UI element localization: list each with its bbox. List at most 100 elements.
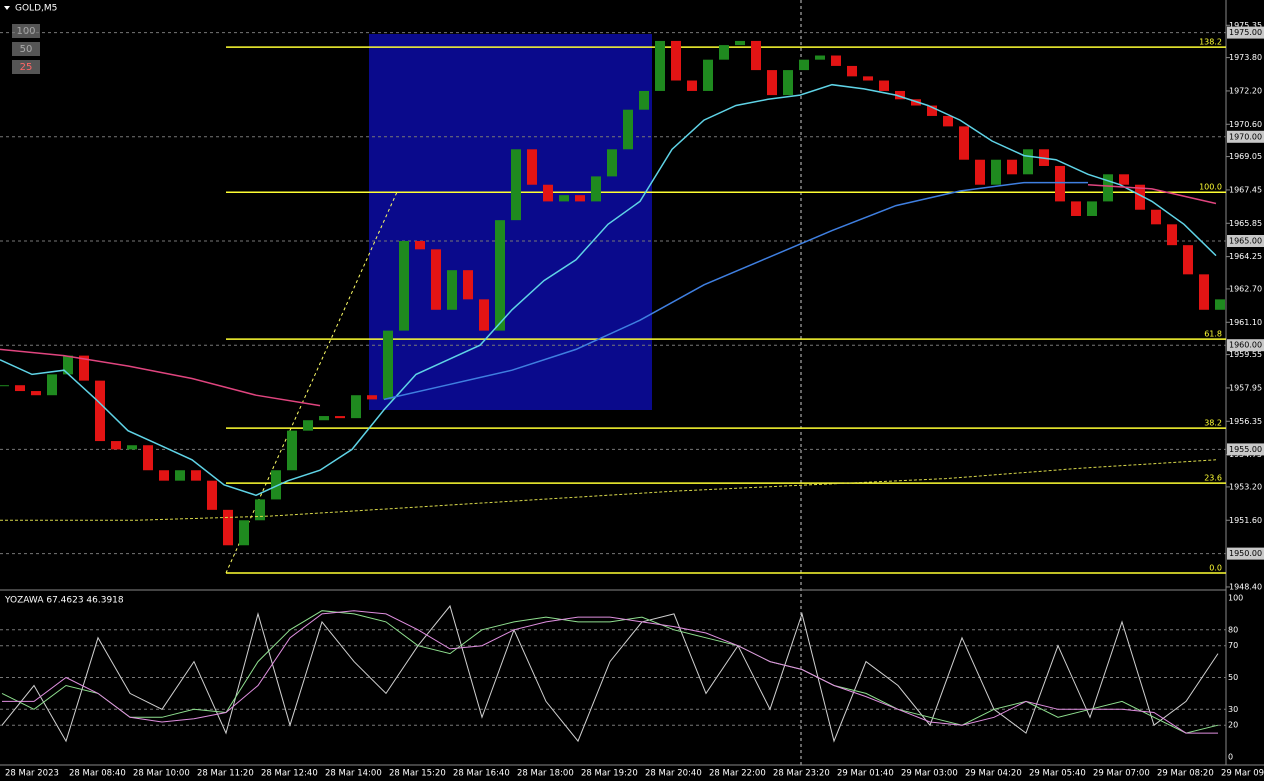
candle <box>111 441 121 450</box>
candle <box>239 520 249 546</box>
candle <box>351 395 361 419</box>
x-tick-label: 29 Mar 03:00 <box>901 769 958 779</box>
candle <box>655 40 665 91</box>
candle <box>1023 149 1033 175</box>
candle <box>255 499 265 521</box>
candle <box>1183 245 1193 275</box>
button[interactable] <box>12 24 40 38</box>
candle <box>431 249 441 310</box>
y-tick-label: 100 <box>1228 594 1243 603</box>
candle <box>639 90 649 110</box>
fib-label: 138.2 <box>1199 38 1222 47</box>
candle <box>0 385 9 387</box>
candle <box>831 55 841 66</box>
moving-average <box>0 183 1217 407</box>
fib-label: 61.8 <box>1204 330 1222 339</box>
price-label-box <box>1227 234 1264 247</box>
y-tick-label: 1975.35 <box>1229 21 1262 30</box>
candle <box>1135 184 1145 210</box>
candle <box>559 195 569 202</box>
y-tick-label: 1964.25 <box>1229 252 1262 261</box>
candle <box>863 76 873 81</box>
y-tick-label: 1956.35 <box>1229 417 1262 426</box>
x-tick-label: 28 Mar 2023 <box>5 769 59 779</box>
candle <box>1071 201 1081 216</box>
x-tick-label: 28 Mar 08:40 <box>69 769 126 779</box>
x-tick-label: 29 Mar 04:20 <box>965 769 1022 779</box>
candle <box>143 445 153 471</box>
price-label-box <box>1227 26 1264 39</box>
moving-average <box>0 83 1217 497</box>
candle <box>495 220 505 331</box>
y-tick-label: 1967.45 <box>1229 185 1262 194</box>
price-label: 1955.00 <box>1229 445 1262 454</box>
candle <box>607 149 617 177</box>
button-label[interactable]: 50 <box>20 44 33 55</box>
x-tick-label: 28 Mar 10:00 <box>133 769 190 779</box>
button[interactable] <box>12 42 40 56</box>
candle <box>159 470 169 481</box>
button[interactable] <box>12 60 40 74</box>
button-label[interactable]: 25 <box>20 62 33 73</box>
candle <box>303 420 313 431</box>
candle <box>895 90 905 100</box>
candle <box>175 470 185 481</box>
price-label-box <box>1227 443 1264 456</box>
candle <box>751 40 761 71</box>
candle <box>47 374 57 396</box>
price-label: 1960.00 <box>1229 341 1262 350</box>
x-tick-label: 28 Mar 12:40 <box>261 769 318 779</box>
candle <box>95 380 105 442</box>
price-label-box <box>1227 339 1264 352</box>
button-label[interactable]: 100 <box>16 26 35 37</box>
candle <box>591 176 601 202</box>
candle <box>479 299 489 331</box>
candle <box>799 59 809 71</box>
candle <box>399 240 409 331</box>
candle <box>191 470 201 481</box>
candle <box>1199 274 1209 310</box>
candle <box>879 80 889 91</box>
moving-average <box>383 181 1088 401</box>
y-tick-label: 20 <box>1228 721 1238 730</box>
menu-arrow[interactable] <box>4 6 10 10</box>
fib-label: 0.0 <box>1209 563 1222 572</box>
candle <box>335 416 345 419</box>
price-label: 1975.00 <box>1229 28 1262 37</box>
candle <box>911 99 921 106</box>
candle <box>703 59 713 91</box>
x-tick-label: 29 Mar 08:20 <box>1157 769 1214 779</box>
candle <box>719 45 729 60</box>
candle <box>319 416 329 421</box>
candle <box>959 126 969 160</box>
candle <box>687 80 697 91</box>
candle <box>575 195 585 202</box>
candle <box>847 65 857 77</box>
x-tick-label: 28 Mar 19:20 <box>581 769 638 779</box>
y-tick-label: 30 <box>1228 705 1238 714</box>
x-tick-label: 29 Mar 07:00 <box>1093 769 1150 779</box>
candle <box>31 391 41 396</box>
x-tick-label: 28 Mar 16:40 <box>453 769 510 779</box>
y-tick-label: 1953.20 <box>1229 482 1262 491</box>
candle <box>1007 159 1017 175</box>
candle <box>671 40 681 81</box>
candle <box>79 355 89 381</box>
candle <box>527 149 537 185</box>
candle <box>735 40 745 46</box>
candle <box>927 105 937 116</box>
oscillator-line <box>1 604 1219 743</box>
y-tick-label: 1972.20 <box>1229 86 1262 95</box>
candle <box>223 509 233 546</box>
candle <box>367 395 377 400</box>
oscillator-line <box>1 610 1219 734</box>
x-tick-label: 28 Mar 20:40 <box>645 769 702 779</box>
fib-label: 100.0 <box>1199 183 1222 192</box>
candle <box>463 270 473 300</box>
candle <box>415 240 425 250</box>
candle <box>127 445 137 450</box>
candle <box>271 470 281 500</box>
price-label: 1965.00 <box>1229 236 1262 245</box>
y-tick-label: 80 <box>1228 625 1238 634</box>
